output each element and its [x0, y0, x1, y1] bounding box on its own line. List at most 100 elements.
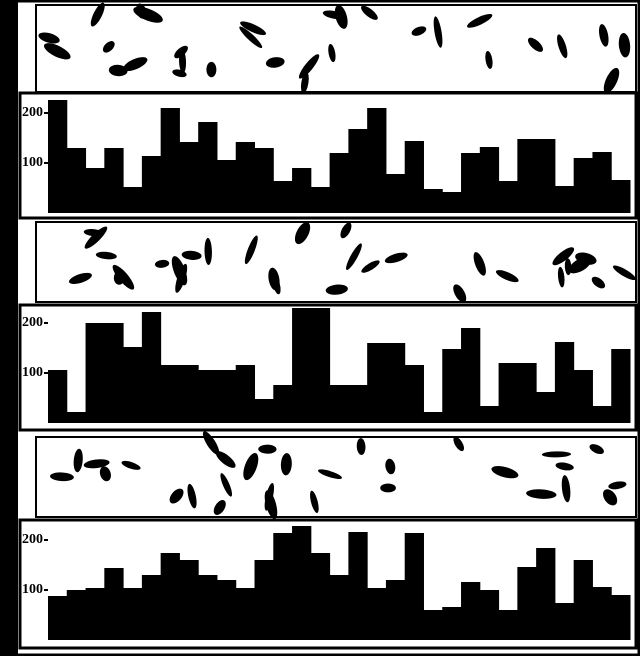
bar: [179, 365, 198, 423]
bar: [536, 548, 555, 640]
bar: [461, 153, 480, 213]
bar: [330, 575, 349, 640]
bar: [179, 142, 198, 213]
bar: [574, 158, 593, 213]
bar: [217, 580, 236, 640]
bar: [86, 168, 105, 213]
bar: [273, 533, 292, 640]
bar: [198, 122, 217, 213]
bar: [574, 370, 593, 423]
bar: [273, 181, 292, 213]
bar: [555, 342, 574, 423]
left-border: [0, 0, 18, 656]
bar: [348, 385, 367, 423]
bar: [67, 148, 86, 213]
bar: [611, 595, 630, 640]
bar: [104, 148, 123, 213]
bar: [311, 553, 330, 640]
bar: [236, 142, 255, 213]
bar: [104, 568, 123, 640]
bar: [499, 181, 518, 213]
bar: [273, 385, 292, 423]
bar: [292, 526, 311, 640]
bar: [480, 406, 499, 423]
bar: [517, 567, 536, 640]
bar: [386, 580, 405, 640]
bar: [217, 160, 236, 213]
bar: [611, 180, 630, 213]
particle: [380, 483, 396, 492]
bar: [86, 588, 105, 640]
bar: [255, 560, 274, 640]
bar: [142, 156, 161, 213]
bar: [198, 575, 217, 640]
figure: 100200100200100200: [0, 0, 640, 656]
bar: [255, 148, 274, 213]
bar: [517, 363, 536, 423]
bar: [461, 328, 480, 423]
bar: [48, 100, 67, 213]
bar: [330, 153, 349, 213]
bar: [311, 308, 330, 423]
bar: [292, 308, 311, 423]
bar: [536, 392, 555, 423]
bar: [499, 610, 518, 640]
bar: [67, 590, 86, 640]
y-tick-label: 100: [22, 582, 43, 597]
bar: [480, 590, 499, 640]
bar: [142, 575, 161, 640]
bar: [311, 187, 330, 213]
bar: [405, 141, 424, 213]
bar: [423, 610, 442, 640]
bar: [86, 323, 105, 423]
bar: [123, 588, 142, 640]
bar: [423, 412, 442, 423]
bar: [236, 588, 255, 640]
bar: [348, 532, 367, 640]
bar: [611, 349, 630, 423]
y-tick-label: 200: [22, 532, 43, 547]
bar: [198, 370, 217, 423]
bar: [255, 399, 274, 423]
bar: [67, 412, 86, 423]
bar: [217, 370, 236, 423]
bar: [367, 588, 386, 640]
bar: [423, 189, 442, 213]
bar: [592, 587, 611, 640]
bar: [555, 603, 574, 640]
bar: [142, 312, 161, 423]
bar: [236, 365, 255, 423]
bar: [592, 152, 611, 213]
bar: [442, 192, 461, 213]
bar: [480, 147, 499, 213]
bar: [517, 139, 536, 213]
bar: [161, 365, 180, 423]
bar: [123, 347, 142, 423]
bar: [386, 343, 405, 423]
bar: [574, 560, 593, 640]
bar: [405, 365, 424, 423]
bar: [461, 582, 480, 640]
y-tick-label: 200: [22, 105, 43, 120]
bar: [330, 385, 349, 423]
bar: [292, 168, 311, 213]
bar: [499, 363, 518, 423]
bar: [348, 129, 367, 213]
bar: [179, 560, 198, 640]
bar: [367, 343, 386, 423]
y-tick-label: 100: [22, 155, 43, 170]
bar: [123, 187, 142, 213]
bar: [48, 596, 67, 640]
bar: [405, 533, 424, 640]
bar: [442, 349, 461, 423]
bar: [442, 607, 461, 640]
bar: [161, 108, 180, 213]
bar: [367, 108, 386, 213]
bar: [592, 406, 611, 423]
bar: [161, 553, 180, 640]
y-tick-label: 100: [22, 365, 43, 380]
bar: [386, 174, 405, 213]
particle: [206, 62, 216, 77]
bar: [536, 139, 555, 213]
bar: [48, 370, 67, 423]
